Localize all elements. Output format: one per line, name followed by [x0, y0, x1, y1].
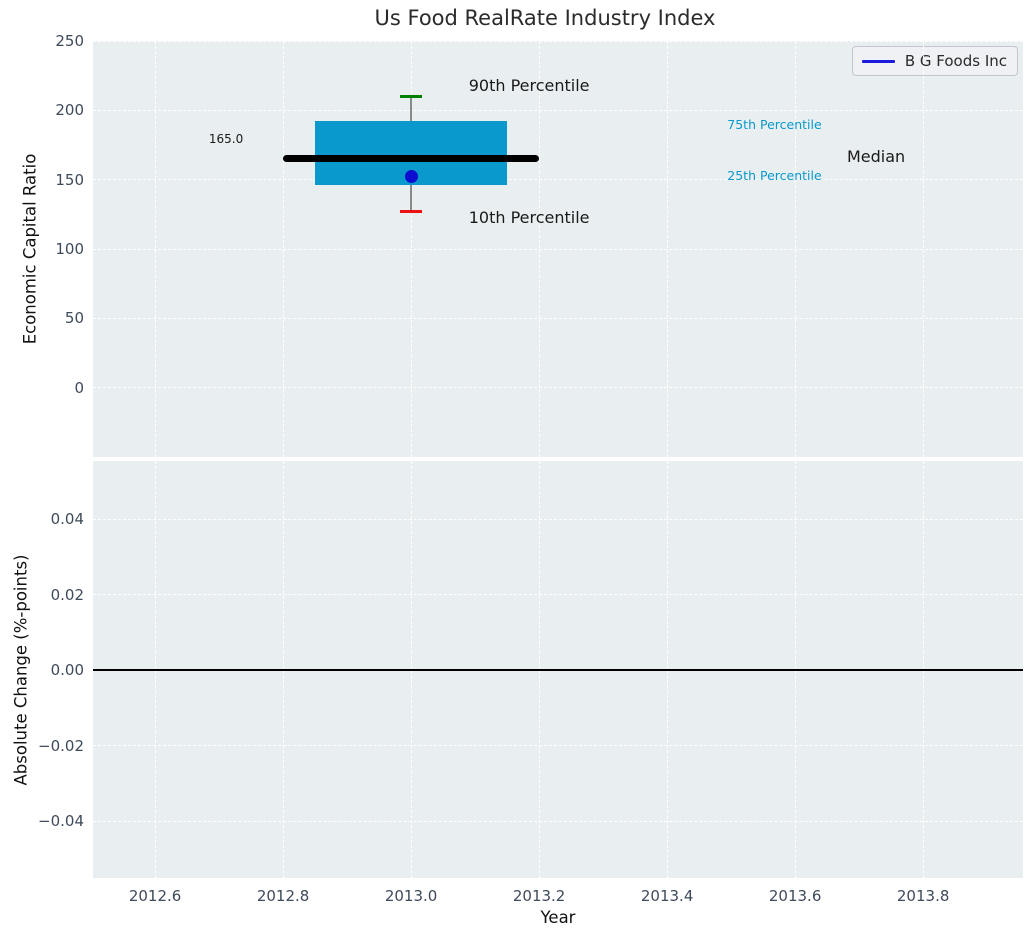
y-tick-label: 250 [55, 32, 84, 50]
x-tick-label: 2013.4 [640, 887, 694, 905]
annotation-median: Median [846, 146, 906, 166]
gridline-y [93, 248, 1023, 250]
chart-title: Us Food RealRate Industry Index [374, 6, 716, 30]
x-tick-label: 2013.2 [512, 887, 566, 905]
y-tick-label: 150 [55, 170, 84, 189]
y-tick-label: −0.04 [38, 812, 84, 831]
annotation-25th-percentile: 25th Percentile [727, 168, 822, 184]
annotation-90th-percentile: 90th Percentile [468, 75, 590, 95]
gridline-y [93, 518, 1023, 520]
x-tick-label: 2012.6 [128, 887, 182, 905]
gridline-y [93, 745, 1023, 747]
cap-90th-percentile [400, 94, 422, 98]
annotation-10th-percentile: 10th Percentile [468, 207, 590, 227]
x-tick-label: 2012.8 [256, 887, 310, 905]
x-tick-label: 2013.0 [384, 887, 438, 905]
y-tick-label: 200 [55, 101, 84, 120]
annotation-165-0: 165.0 [208, 131, 244, 146]
gridline-y [93, 179, 1023, 181]
zero-line [93, 669, 1023, 672]
y-tick-label: 0.00 [50, 661, 84, 680]
gridline-y [93, 41, 1023, 42]
y-tick-label: 0.02 [50, 585, 84, 604]
y-tick-label: 100 [55, 240, 84, 258]
bottom-axes [93, 461, 1023, 878]
y-tick-label: 0 [74, 378, 84, 397]
y-tick-label: 0.04 [50, 510, 84, 529]
top-axes: B G Foods Inc 90th Percentile 10th Percen… [93, 41, 1023, 457]
gridline-y [93, 820, 1023, 822]
cap-10th-percentile [400, 210, 422, 214]
company-dot [404, 170, 418, 184]
x-tick-label: 2013.8 [896, 887, 950, 905]
x-tick-label: 2013.6 [768, 887, 822, 905]
gridline-y [93, 109, 1023, 111]
annotation-75th-percentile: 75th Percentile [727, 116, 822, 132]
y-tick-label: 50 [64, 309, 84, 328]
gridline-y [93, 594, 1023, 596]
median-line [283, 155, 540, 163]
y-tick-label: −0.02 [38, 736, 84, 755]
gridline-y [93, 317, 1023, 319]
legend: B G Foods Inc [851, 46, 1018, 76]
x-axis-label: Year [540, 908, 576, 927]
legend-line-swatch [861, 59, 895, 63]
legend-label: B G Foods Inc [904, 52, 1007, 70]
gridline-y [93, 387, 1023, 389]
